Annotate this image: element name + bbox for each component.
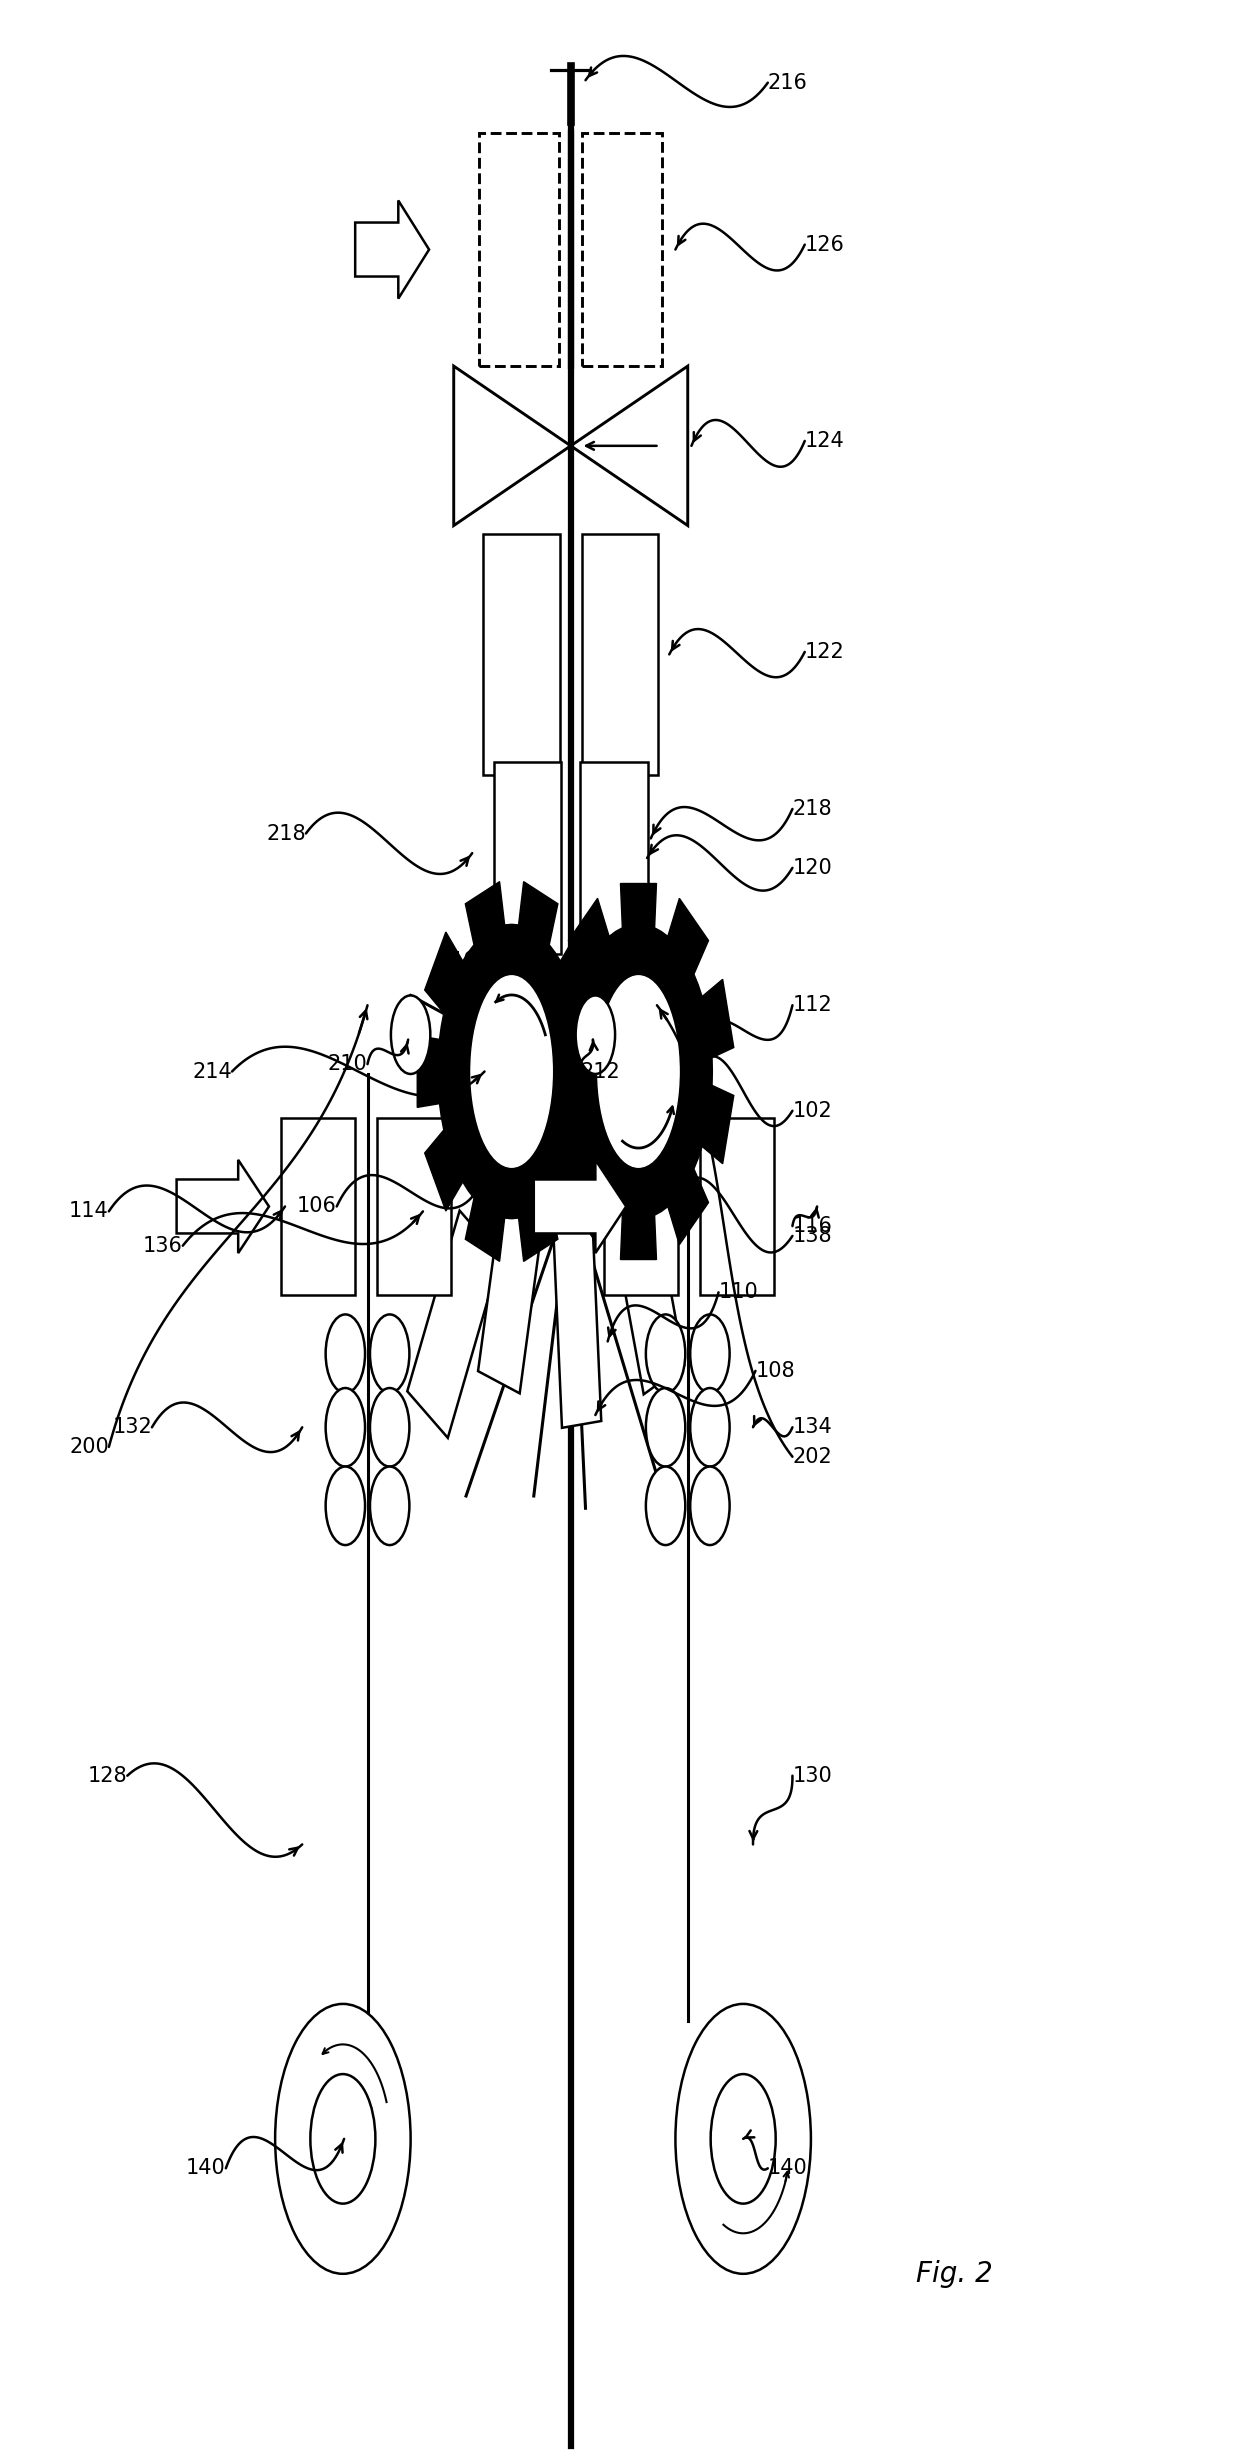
Text: 132: 132 <box>112 1418 153 1438</box>
Circle shape <box>575 995 615 1073</box>
FancyArrow shape <box>533 1160 626 1253</box>
FancyArrow shape <box>355 199 429 298</box>
Text: 202: 202 <box>792 1448 832 1467</box>
Circle shape <box>691 1315 729 1393</box>
Bar <box>580 763 647 953</box>
Ellipse shape <box>471 975 552 1167</box>
Text: 210: 210 <box>327 1054 367 1073</box>
Polygon shape <box>610 1179 684 1393</box>
Circle shape <box>326 1467 365 1546</box>
Bar <box>582 534 658 776</box>
Text: 120: 120 <box>792 857 832 879</box>
Circle shape <box>646 1315 686 1393</box>
Bar <box>494 763 562 953</box>
Circle shape <box>646 1467 686 1546</box>
Polygon shape <box>553 1206 601 1428</box>
Circle shape <box>370 1389 409 1467</box>
Text: 130: 130 <box>792 1765 832 1785</box>
Circle shape <box>370 1467 409 1546</box>
Bar <box>604 1118 678 1295</box>
Text: 218: 218 <box>267 822 306 844</box>
Text: 116: 116 <box>792 1216 832 1236</box>
Text: 140: 140 <box>768 2159 807 2179</box>
Text: 140: 140 <box>186 2159 226 2179</box>
Ellipse shape <box>598 975 680 1167</box>
Text: 110: 110 <box>718 1283 759 1302</box>
Text: 112: 112 <box>792 995 832 1014</box>
Text: 136: 136 <box>143 1236 182 1256</box>
Text: 114: 114 <box>69 1201 109 1221</box>
Text: 126: 126 <box>805 234 844 254</box>
Circle shape <box>370 1315 409 1393</box>
Text: 134: 134 <box>792 1418 832 1438</box>
Bar <box>484 534 559 776</box>
Polygon shape <box>543 884 734 1261</box>
Bar <box>583 133 662 367</box>
Circle shape <box>326 1315 365 1393</box>
Polygon shape <box>417 881 606 1261</box>
Circle shape <box>691 1467 729 1546</box>
Text: 216: 216 <box>768 74 807 94</box>
Text: 102: 102 <box>792 1101 832 1120</box>
Bar <box>701 1118 774 1295</box>
Polygon shape <box>479 1182 546 1393</box>
Text: 124: 124 <box>805 431 844 451</box>
Circle shape <box>676 2004 811 2275</box>
Circle shape <box>326 1389 365 1467</box>
Circle shape <box>275 2004 410 2275</box>
Bar <box>377 1118 451 1295</box>
Text: 138: 138 <box>792 1226 832 1246</box>
Circle shape <box>310 2073 376 2203</box>
Text: 214: 214 <box>192 1061 232 1081</box>
Text: 200: 200 <box>69 1438 109 1458</box>
Text: Fig. 2: Fig. 2 <box>915 2260 992 2287</box>
Circle shape <box>691 1389 729 1467</box>
Text: 218: 218 <box>792 800 832 820</box>
Bar <box>479 133 559 367</box>
Circle shape <box>391 995 430 1073</box>
Text: 104: 104 <box>451 950 491 970</box>
FancyArrow shape <box>176 1160 269 1253</box>
Text: 122: 122 <box>805 643 844 662</box>
Text: 212: 212 <box>580 1061 620 1081</box>
Text: 128: 128 <box>88 1765 128 1785</box>
Polygon shape <box>407 1211 500 1438</box>
Circle shape <box>711 2073 776 2203</box>
Bar <box>281 1118 355 1295</box>
Text: 106: 106 <box>296 1197 337 1216</box>
Text: 108: 108 <box>755 1361 795 1381</box>
Circle shape <box>646 1389 686 1467</box>
